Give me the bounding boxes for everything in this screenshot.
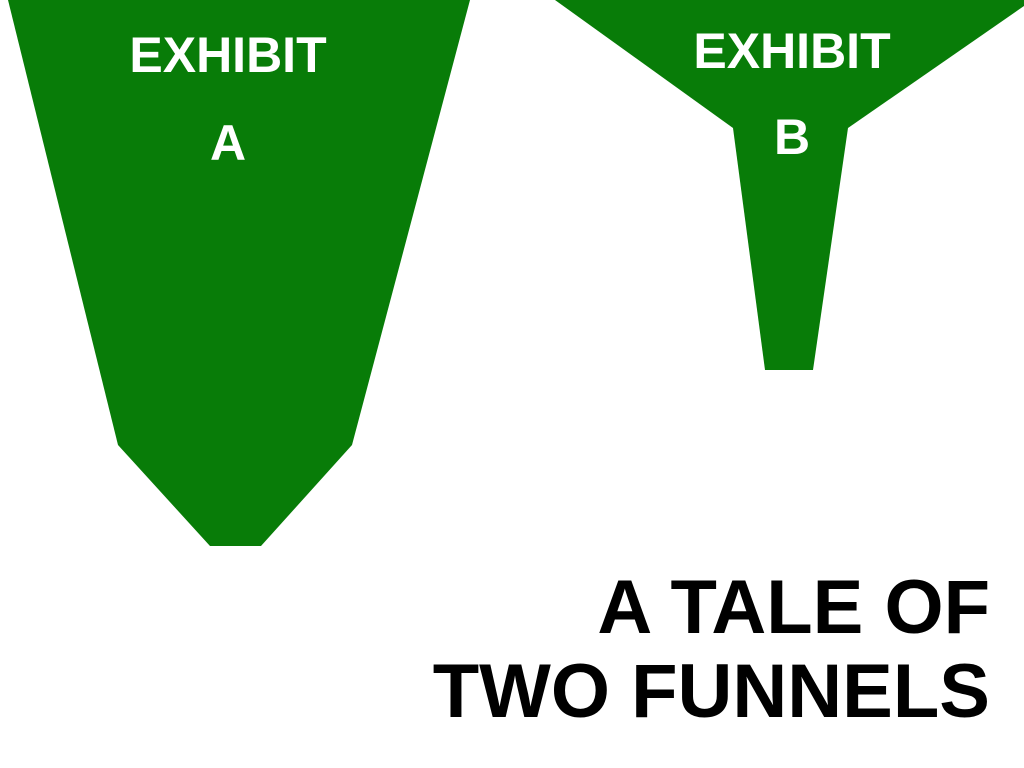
exhibit-b-label-line1: EXHIBIT xyxy=(693,23,891,79)
exhibit-a-label-line1: EXHIBIT xyxy=(129,27,327,83)
funnel-a xyxy=(8,0,470,546)
funnel-a-spout xyxy=(118,445,352,546)
funnel-b-spout xyxy=(733,128,848,370)
slide-title: A TALE OF TWO FUNNELS xyxy=(433,566,990,734)
funnel-b xyxy=(555,0,1024,370)
funnel-a-body xyxy=(8,0,470,445)
funnel-b-cone xyxy=(555,0,1024,128)
slide-title-line1: A TALE OF xyxy=(597,565,990,650)
slide-title-line2: TWO FUNNELS xyxy=(432,649,990,734)
exhibit-b-label-line2: B xyxy=(773,109,811,165)
exhibit-a-label-line2: A xyxy=(209,115,247,171)
